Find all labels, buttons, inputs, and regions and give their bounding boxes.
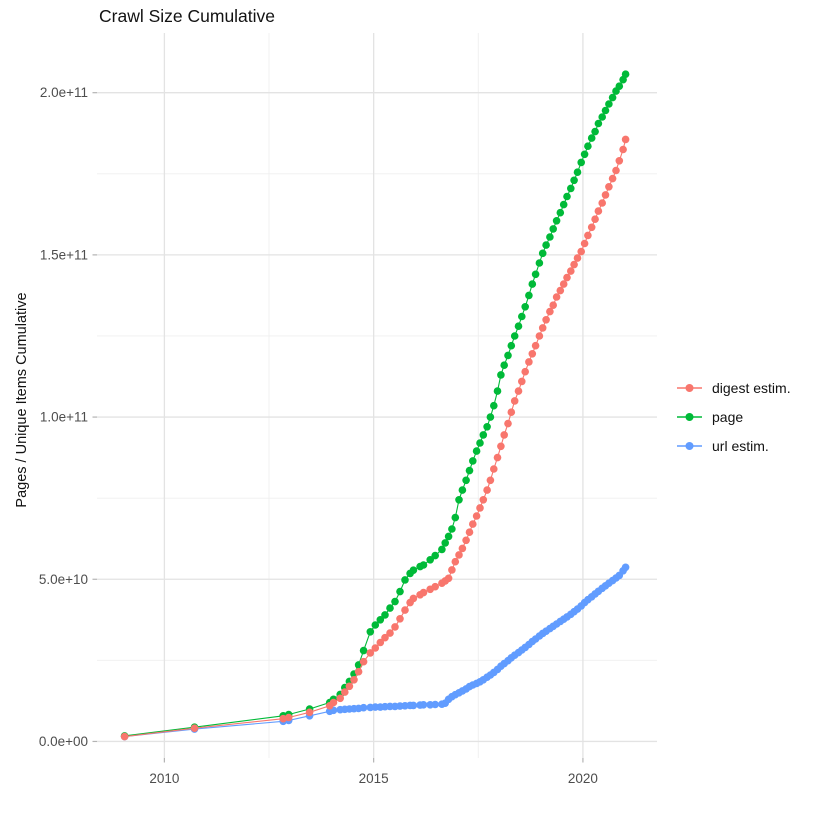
x-tick-label: 2010: [149, 771, 179, 786]
axis-ticks: [92, 92, 584, 763]
y-tick-label: 0.0e+00: [39, 734, 88, 749]
legend-item-digest-estim: digest estim.: [676, 380, 791, 396]
legend-item-url-estim: url estim.: [676, 438, 791, 454]
axis-labels: 2010 2015 2020 0.0e+00 5.0e+10 1.0e+11 1.5e+11…: [39, 85, 598, 786]
legend-key-page-icon: [677, 413, 702, 421]
series-page: [120, 70, 630, 740]
y-tick-label: 1.5e+11: [40, 247, 88, 262]
legend-label-page: page: [712, 409, 744, 425]
y-tick-label: 2.0e+11: [40, 85, 88, 100]
x-tick-label: 2015: [359, 771, 389, 786]
y-tick-label: 5.0e+10: [39, 572, 88, 587]
x-tick-label: 2020: [568, 771, 598, 786]
legend-key-url-icon: [677, 442, 702, 450]
series-digest-estim: [120, 135, 630, 741]
legend-label-digest-estim: digest estim.: [712, 380, 791, 396]
legend-item-page: page: [676, 409, 791, 425]
y-axis-title: Pages / Unique Items Cumulative: [14, 292, 30, 508]
chart-title: Crawl Size Cumulative: [99, 6, 276, 26]
legend-label-url-estim: url estim.: [712, 438, 769, 454]
legend: digest estim. page url estim.: [676, 380, 791, 454]
gridlines: [97, 33, 657, 758]
y-tick-label: 1.0e+11: [40, 410, 88, 425]
legend-key-digest-icon: [677, 384, 702, 392]
series-url-estim: [120, 563, 630, 741]
